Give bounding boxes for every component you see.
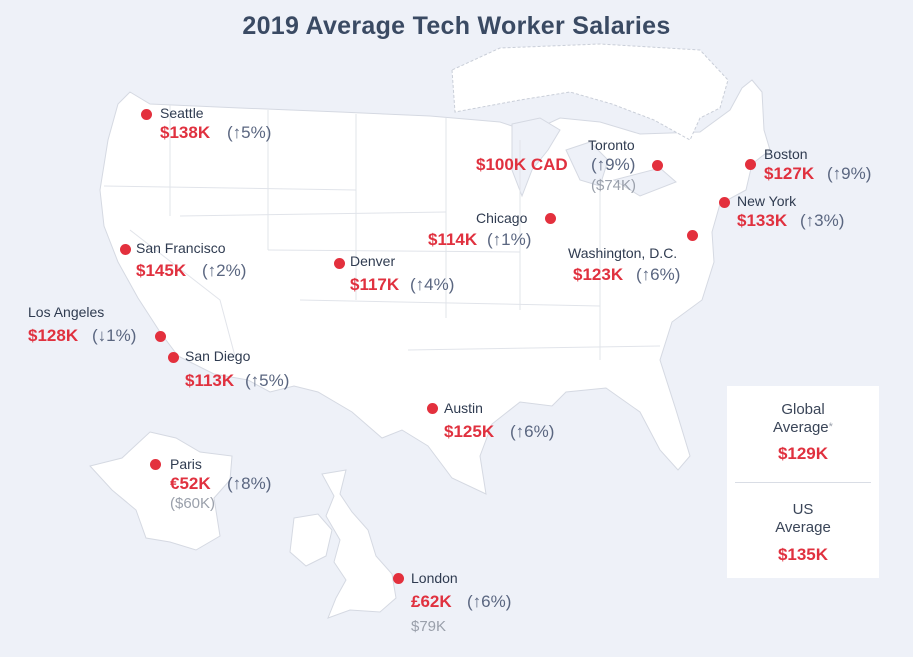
location-marker-icon	[719, 197, 730, 208]
city-converted: ($60K)	[170, 495, 216, 512]
location-marker-icon	[120, 244, 131, 255]
city-name: San Francisco	[136, 240, 226, 256]
global-average-label-line1: Global	[781, 401, 825, 418]
city-change: (↑9%)	[827, 164, 872, 183]
city-name: London	[411, 570, 458, 586]
city-name: Denver	[350, 253, 396, 269]
state-borders	[103, 104, 661, 361]
city-change: (↑1%)	[487, 230, 532, 249]
city-name: Boston	[764, 146, 808, 162]
city-salary: $138K	[160, 123, 211, 142]
city-converted: $79K	[411, 618, 447, 635]
city-salary: $125K	[444, 422, 495, 441]
city-salary: $113K	[185, 371, 235, 390]
location-marker-icon	[334, 258, 345, 269]
city-change: (↑6%)	[510, 422, 555, 441]
city-salary: $128K	[28, 326, 79, 345]
city-name: Paris	[170, 456, 202, 472]
card-divider	[735, 482, 871, 483]
city-converted: ($74K)	[591, 177, 637, 194]
city-salary: $114K	[428, 230, 478, 249]
city-change: (↑9%)	[591, 155, 636, 174]
city-salary: €52K	[170, 474, 211, 493]
city-salary: £62K	[411, 592, 452, 611]
city-salary: $123K	[573, 265, 624, 284]
city-change: (↑2%)	[202, 261, 247, 280]
city-change: (↑4%)	[410, 275, 455, 294]
location-marker-icon	[545, 213, 556, 224]
us-average-value: $135K	[777, 545, 829, 564]
us-average-label-line2: Average	[775, 519, 831, 536]
city-salary: $133K	[737, 211, 788, 230]
city-change: (↑8%)	[227, 474, 272, 493]
city-change: (↓1%)	[92, 326, 137, 345]
location-marker-icon	[427, 403, 438, 414]
global-average-value: $129K	[777, 444, 829, 463]
city-change: (↑6%)	[467, 592, 512, 611]
location-marker-icon	[652, 160, 663, 171]
city-name: Austin	[444, 400, 483, 416]
city-salary: $117K	[350, 275, 400, 294]
location-marker-icon	[687, 230, 698, 241]
location-marker-icon	[150, 459, 161, 470]
city-name: Seattle	[160, 105, 204, 121]
us-average-label-line1: US	[792, 501, 814, 518]
city-change: (↑5%)	[227, 123, 272, 142]
city-name: Los Angeles	[28, 304, 105, 320]
city-change: (↑5%)	[245, 371, 290, 390]
britain-land	[321, 469, 397, 619]
city-salary: $100K CAD	[476, 155, 568, 174]
map-title: 2019 Average Tech Worker Salaries	[242, 12, 671, 40]
location-marker-icon	[155, 331, 166, 342]
location-marker-icon	[141, 109, 152, 120]
city-name: San Diego	[185, 348, 251, 364]
ontario-land	[451, 43, 729, 141]
location-marker-icon	[393, 573, 404, 584]
city-name: Chicago	[476, 210, 528, 226]
city-change: (↑3%)	[800, 211, 845, 230]
global-average-label-line2: Average*	[773, 419, 833, 436]
averages-card: Global Average* $129K US Average $135K	[727, 386, 879, 578]
location-marker-icon	[168, 352, 179, 363]
france-land	[89, 431, 233, 551]
city-salary: $145K	[136, 261, 187, 280]
city-change: (↑6%)	[636, 265, 681, 284]
location-marker-icon	[745, 159, 756, 170]
city-name: New York	[737, 193, 797, 209]
asterisk-marker: *	[828, 421, 833, 433]
city-name: Toronto	[588, 137, 635, 153]
great-lakes	[511, 117, 677, 198]
ireland-land	[289, 513, 333, 567]
city-salary: $127K	[764, 164, 815, 183]
city-name: Washington, D.C.	[568, 245, 678, 261]
